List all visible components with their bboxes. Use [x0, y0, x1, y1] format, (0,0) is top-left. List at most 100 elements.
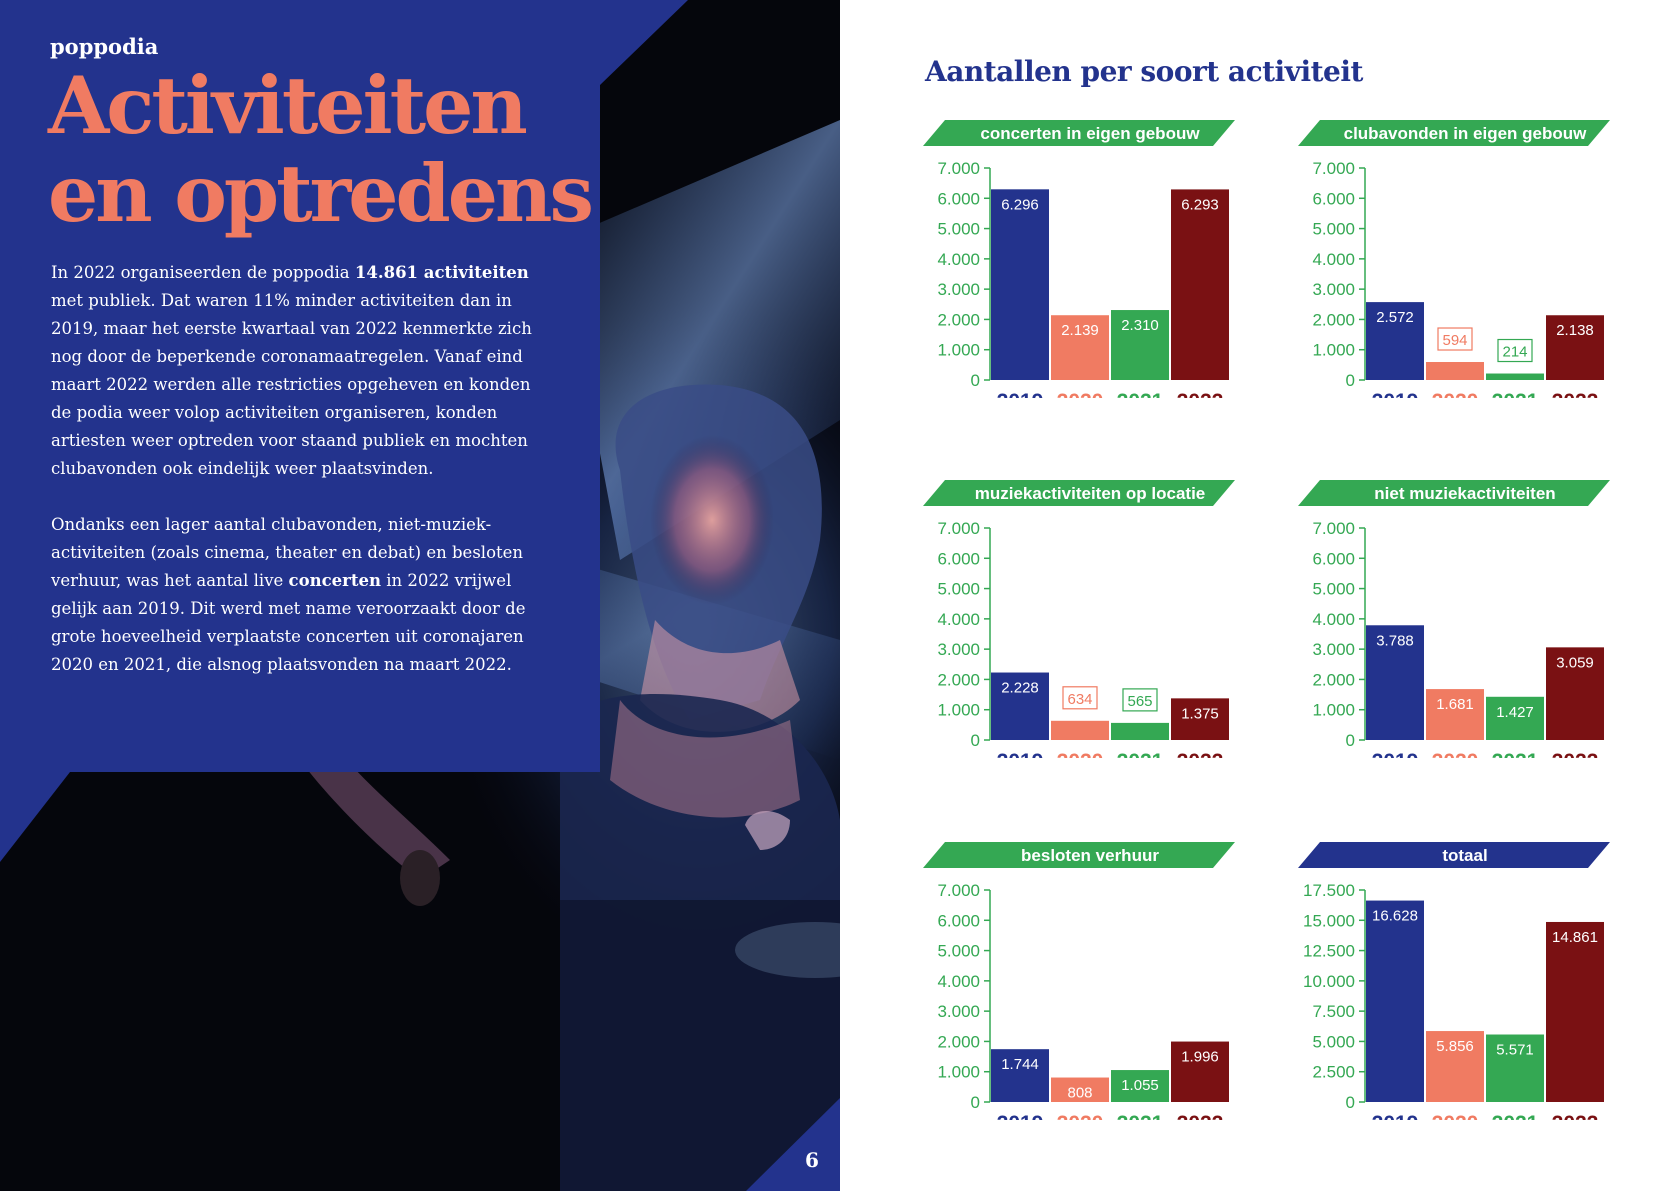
bar-value-label: 16.628 — [1372, 908, 1418, 925]
paragraph-2-text-a: Ondanks een lager aantal clubavonden, ni… — [51, 515, 524, 590]
x-tick-label: 2021 — [1492, 750, 1539, 758]
bar-value-label: 565 — [1127, 693, 1152, 710]
bar-value-label: 6.293 — [1181, 196, 1219, 213]
y-tick-label: 6.000 — [1312, 189, 1355, 208]
bar-value-label: 2.138 — [1556, 322, 1594, 339]
y-tick-label: 2.000 — [937, 1032, 980, 1051]
x-tick-label: 2019 — [997, 390, 1044, 398]
paragraph-2-text-b: in 2022 vrijwel gelijk aan 2019. Dit wer… — [51, 571, 526, 674]
chart-header-banner — [923, 120, 1235, 146]
y-tick-label: 0 — [971, 1093, 980, 1112]
y-tick-label: 12.500 — [1303, 942, 1355, 961]
x-tick-label: 2020 — [1432, 390, 1479, 398]
body-text: In 2022 organiseerden de poppodia 14.861… — [51, 259, 551, 707]
bar-value-label: 14.861 — [1552, 929, 1598, 946]
bar-2020 — [1051, 1077, 1109, 1102]
chart-title: clubavonden in eigen gebouw — [1344, 124, 1588, 143]
y-tick-label: 0 — [1346, 731, 1355, 750]
chart-title: totaal — [1442, 846, 1487, 865]
bar-2019 — [991, 1049, 1049, 1102]
page-title: Activiteiten en optredens — [48, 62, 594, 238]
chart-header-banner — [1298, 480, 1610, 506]
y-tick-label: 5.000 — [937, 220, 980, 239]
y-tick-label: 5.000 — [937, 580, 980, 599]
section-title: Aantallen per soort activiteit — [925, 55, 1363, 88]
x-tick-label: 2019 — [1372, 750, 1419, 758]
y-tick-label: 7.500 — [1312, 1002, 1355, 1021]
bar-2022 — [1171, 698, 1229, 740]
bar-2022 — [1546, 315, 1604, 380]
bar-value-label: 6.296 — [1001, 196, 1039, 213]
page-number: 6 — [805, 1148, 819, 1172]
y-tick-label: 1.000 — [937, 1063, 980, 1082]
x-tick-label: 2022 — [1552, 390, 1599, 398]
bar-value-label: 808 — [1067, 1085, 1092, 1102]
bar-2021 — [1486, 696, 1544, 740]
y-tick-label: 0 — [971, 731, 980, 750]
y-tick-label: 7.000 — [937, 881, 980, 900]
y-tick-label: 7.000 — [1312, 159, 1355, 178]
chart-title: concerten in eigen gebouw — [980, 124, 1200, 143]
bar-2022 — [1171, 1041, 1229, 1102]
paragraph-1-text-b: met publiek. Dat waren 11% minder activi… — [51, 291, 532, 478]
bar-value-label: 1.744 — [1001, 1056, 1039, 1073]
y-tick-label: 7.000 — [1312, 519, 1355, 538]
bar-2022 — [1546, 921, 1604, 1102]
chart-svg: clubavonden in eigen gebouw 0 1.000 2.000 3.… — [1298, 120, 1610, 413]
chart-muziekactiviteiten-op-locatie: muziekactiviteiten op locatie 0 1.000 2.000… — [920, 478, 1250, 773]
y-tick-label: 7.000 — [937, 519, 980, 538]
bar-value-label: 1.996 — [1181, 1049, 1219, 1066]
bar-2020 — [1426, 1031, 1484, 1102]
bar-value-label: 634 — [1067, 691, 1092, 708]
x-tick-label: 2022 — [1552, 750, 1599, 758]
y-tick-label: 6.000 — [937, 911, 980, 930]
bar-2019 — [1366, 625, 1424, 740]
chart-header-banner — [923, 842, 1235, 868]
chart-svg: muziekactiviteiten op locatie 0 1.000 2.000… — [923, 480, 1235, 773]
callout-box — [1122, 688, 1158, 712]
paragraph-2: Ondanks een lager aantal clubavonden, ni… — [51, 511, 551, 679]
y-tick-label: 7.000 — [937, 159, 980, 178]
x-tick-label: 2021 — [1492, 390, 1539, 398]
bar-value-label: 1.681 — [1436, 696, 1474, 713]
y-tick-label: 4.000 — [937, 610, 980, 629]
y-tick-label: 4.000 — [1312, 250, 1355, 269]
bar-value-label: 5.571 — [1496, 1042, 1534, 1059]
bar-value-label: 2.228 — [1001, 680, 1039, 697]
x-tick-label: 2019 — [1372, 1112, 1419, 1120]
chart-svg: niet muziekactiviteiten 0 1.000 2.000 3.000 4… — [1298, 480, 1610, 773]
chart-niet-muziekactiviteiten: niet muziekactiviteiten 0 1.000 2.000 3.000 4… — [1295, 478, 1625, 773]
bar-2020 — [1426, 362, 1484, 380]
bar-2020 — [1051, 315, 1109, 380]
y-tick-label: 0 — [1346, 1093, 1355, 1112]
y-tick-label: 3.000 — [1312, 640, 1355, 659]
chart-header-banner — [1298, 842, 1610, 868]
chart-header-banner — [1298, 120, 1610, 146]
x-tick-label: 2019 — [1372, 390, 1419, 398]
chart-totaal: totaal 0 2.500 5.000 7.500 10.000 12.500 15.000… — [1295, 840, 1625, 1135]
y-tick-label: 2.500 — [1312, 1063, 1355, 1082]
y-tick-label: 5.000 — [1312, 580, 1355, 599]
chart-header-banner — [923, 480, 1235, 506]
y-tick-label: 3.000 — [937, 1002, 980, 1021]
left-page: poppodia Activiteiten en optredens In 20… — [0, 0, 840, 1191]
bar-value-label: 2.310 — [1121, 317, 1159, 334]
bar-value-label: 5.856 — [1436, 1038, 1474, 1055]
concert-photo — [0, 0, 840, 1191]
bar-value-label: 1.375 — [1181, 705, 1219, 722]
y-tick-label: 5.000 — [937, 942, 980, 961]
chart-concerten-in-eigen-gebouw: concerten in eigen gebouw 0 1.000 2.000 3.00… — [920, 118, 1250, 413]
paragraph-1: In 2022 organiseerden de poppodia 14.861… — [51, 259, 551, 483]
x-tick-label: 2019 — [997, 750, 1044, 758]
bar-2020 — [1426, 689, 1484, 740]
x-tick-label: 2020 — [1432, 750, 1479, 758]
bar-value-label: 1.427 — [1496, 704, 1534, 721]
x-tick-label: 2022 — [1177, 390, 1224, 398]
y-tick-label: 1.000 — [1312, 701, 1355, 720]
bar-2022 — [1546, 647, 1604, 740]
x-tick-label: 2022 — [1552, 1112, 1599, 1120]
y-tick-label: 5.000 — [1312, 220, 1355, 239]
bar-2021 — [1111, 722, 1169, 740]
bar-value-label: 214 — [1502, 344, 1527, 361]
y-tick-label: 2.000 — [1312, 310, 1355, 329]
